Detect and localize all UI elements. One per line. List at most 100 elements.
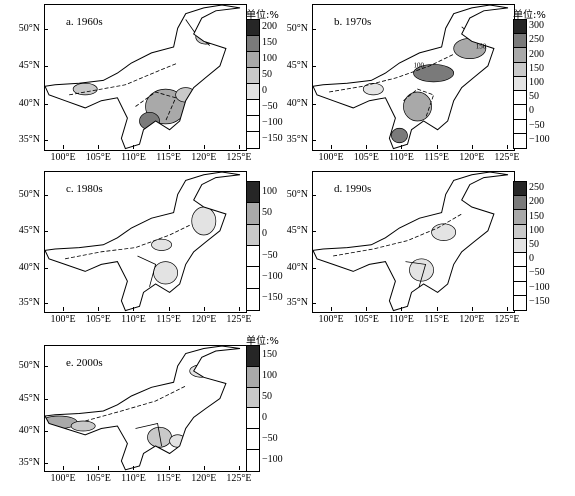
- colorbar-tick-label: 0: [262, 85, 267, 96]
- colorbar-tick-label: −50: [529, 267, 545, 279]
- latitude-tick: [312, 66, 316, 68]
- colorbar-tick-label: −150: [529, 295, 550, 307]
- colorbar-tick-label: 100: [262, 185, 277, 197]
- contour-value-label: 150: [476, 43, 487, 51]
- colorbar-segment: [514, 253, 526, 268]
- longitude-label: 125°E: [226, 314, 252, 325]
- colorbar: [513, 181, 527, 311]
- colorbar-tick-label: 200: [529, 48, 544, 60]
- region-map: [313, 172, 509, 312]
- longitude-label: 115°E: [156, 473, 181, 484]
- colorbar-segment: [514, 105, 526, 120]
- colorbar-tick-label: −100: [262, 117, 283, 128]
- longitude-label: 120°E: [191, 473, 217, 484]
- colorbar-segment: [514, 119, 526, 134]
- longitude-label: 105°E: [85, 314, 111, 325]
- colorbar-tick-label: 300: [529, 20, 544, 32]
- colorbar-segment: [247, 288, 259, 310]
- longitude-label: 100°E: [50, 473, 76, 484]
- colorbar-tick-label: −100: [529, 281, 550, 293]
- longitude-tick: [471, 145, 473, 149]
- latitude-label: 40°N: [286, 98, 308, 110]
- longitude-tick: [133, 466, 135, 470]
- contour-value-label: 100: [414, 61, 425, 69]
- longitude-tick: [98, 145, 100, 149]
- longitude-label: 105°E: [85, 473, 111, 484]
- colorbar-segment: [514, 20, 526, 35]
- colorbar-segment: [247, 132, 259, 148]
- longitude-label: 115°E: [156, 314, 181, 325]
- shaded-anomaly-area: [409, 258, 434, 282]
- colorbar: [513, 19, 527, 149]
- colorbar-tick-label: −150: [262, 292, 283, 304]
- colorbar-segment: [247, 52, 259, 68]
- latitude-tick: [312, 194, 316, 196]
- colorbar-tick-label: 50: [529, 239, 539, 250]
- longitude-tick: [506, 307, 508, 311]
- longitude-label: 100°E: [50, 152, 76, 163]
- latitude-tick: [44, 140, 48, 142]
- longitude-tick: [331, 307, 333, 311]
- colorbar: [246, 181, 260, 311]
- colorbar-tick-label: 150: [262, 37, 277, 48]
- latitude-tick: [44, 431, 48, 433]
- longitude-label: 115°E: [156, 152, 181, 163]
- region-map: 100 150: [313, 5, 509, 150]
- latitude-label: 50°N: [18, 188, 40, 200]
- colorbar-segment: [247, 387, 259, 409]
- colorbar-segment: [247, 450, 259, 471]
- shaded-anomaly-area: [477, 11, 503, 33]
- contour-line: [403, 88, 435, 119]
- colorbar-tick-label: 0: [262, 228, 267, 240]
- colorbar-tick-label: 50: [529, 91, 539, 103]
- colorbar-tick-label: 50: [262, 69, 272, 80]
- latitude-tick: [44, 231, 48, 233]
- shaded-anomaly-area: [487, 177, 508, 201]
- region-boundary: [45, 172, 241, 312]
- region-map: [45, 172, 241, 312]
- colorbar-segment: [247, 203, 259, 225]
- colorbar-segment: [247, 366, 259, 388]
- contour-line: [137, 255, 157, 287]
- colorbar-segment: [247, 408, 259, 430]
- colorbar-tick-label: 100: [262, 370, 277, 382]
- latitude-tick: [44, 462, 48, 464]
- colorbar-segment: [247, 182, 259, 204]
- colorbar: [246, 345, 260, 472]
- colorbar-segment: [514, 210, 526, 225]
- longitude-tick: [401, 307, 403, 311]
- longitude-tick: [168, 466, 170, 470]
- map-frame: [44, 171, 247, 313]
- colorbar-segment: [514, 133, 526, 148]
- longitude-label: 110°E: [121, 314, 146, 325]
- colorbar-unit-label: 单位:%: [246, 10, 279, 21]
- latitude-tick: [44, 66, 48, 68]
- longitude-tick: [63, 466, 65, 470]
- latitude-label: 50°N: [286, 22, 308, 34]
- colorbar-tick-label: 0: [262, 411, 267, 423]
- contour-line: [329, 53, 454, 93]
- colorbar-tick-label: −100: [262, 271, 283, 282]
- latitude-tick: [44, 398, 48, 400]
- latitude-label: 45°N: [18, 392, 40, 404]
- panel-label: e. 2000s: [66, 357, 103, 369]
- region-boundary: [45, 346, 241, 471]
- longitude-label: 120°E: [459, 314, 485, 325]
- longitude-tick: [238, 466, 240, 470]
- longitude-label: 110°E: [389, 152, 414, 163]
- longitude-label: 100°E: [318, 314, 344, 325]
- longitude-tick: [133, 145, 135, 149]
- colorbar-tick-label: −50: [262, 432, 278, 444]
- shaded-anomaly-area: [431, 223, 457, 241]
- longitude-tick: [366, 145, 368, 149]
- colorbar-tick-label: 100: [529, 224, 544, 236]
- colorbar-unit-label: 单位:%: [246, 336, 279, 347]
- longitude-label: 125°E: [494, 152, 520, 163]
- latitude-tick: [44, 267, 48, 269]
- latitude-label: 35°N: [286, 134, 308, 146]
- colorbar-segment: [247, 68, 259, 84]
- colorbar-tick-label: 50: [262, 207, 272, 218]
- shaded-anomaly-area: [147, 426, 172, 448]
- colorbar-segment: [514, 48, 526, 63]
- contour-line: [65, 224, 190, 260]
